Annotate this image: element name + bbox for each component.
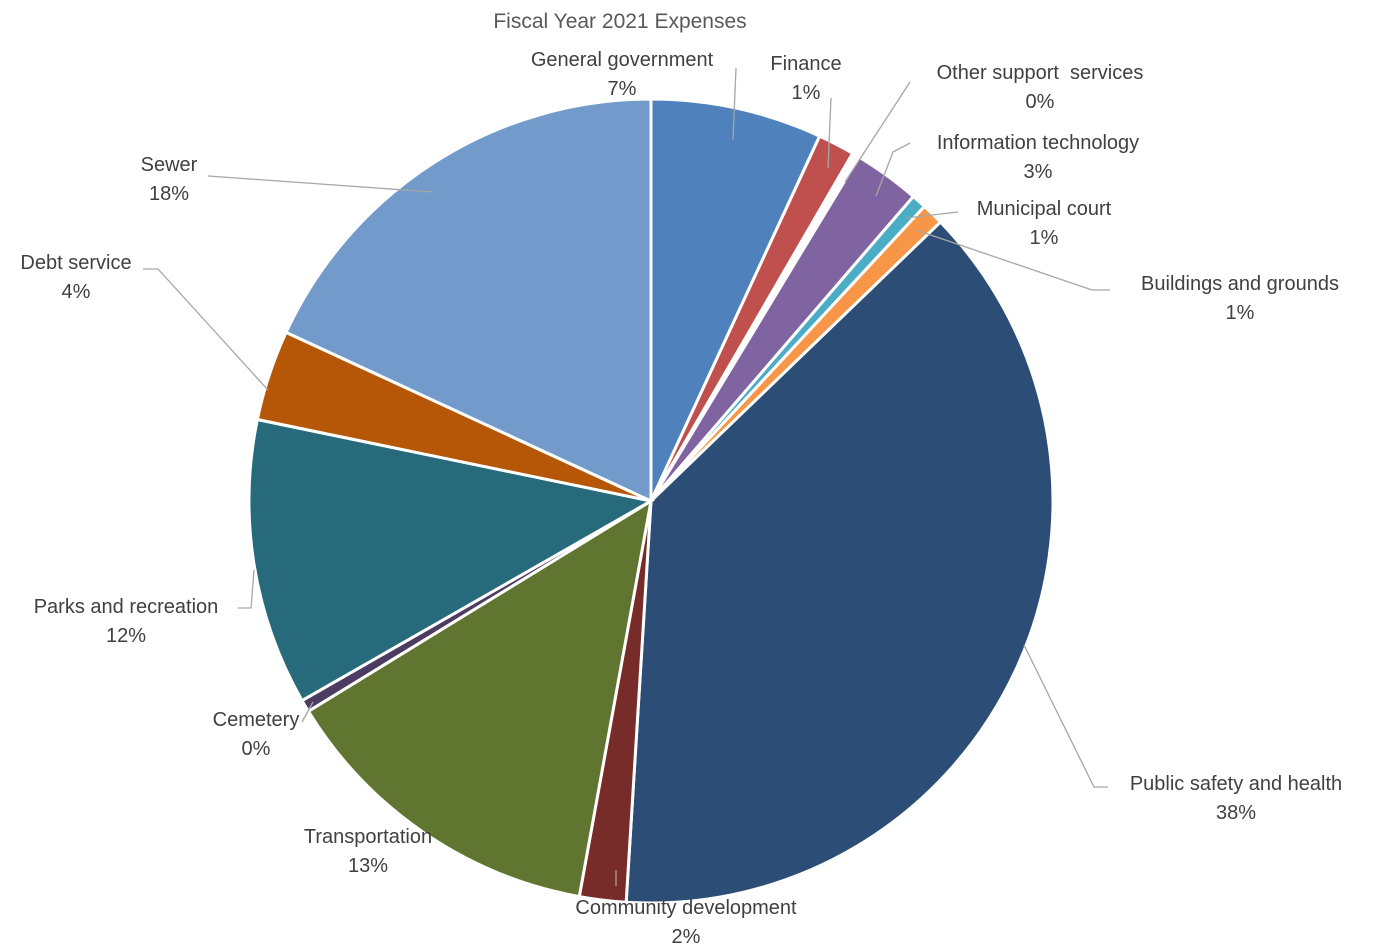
- labels-group: General government 7% Finance 1% Other suppo…: [20, 49, 1342, 945]
- leader-line-information-technology: [875, 142, 911, 197]
- pie-slice-sewer: [284, 97, 653, 504]
- slice-label-other-support-services: Other support services: [937, 62, 1144, 84]
- slice-percent-municipal-court: 1%: [1030, 227, 1059, 249]
- slice-label-buildings-and-grounds: Buildings and grounds: [1141, 273, 1339, 295]
- slices-group: [247, 97, 1055, 905]
- chart-title: Fiscal Year 2021 Expenses: [493, 10, 746, 33]
- leader-line-buildings-and-grounds: [915, 229, 1110, 291]
- slice-percent-parks-and-recreation: 12%: [106, 625, 146, 647]
- slice-percent-general-government: 7%: [608, 78, 637, 100]
- slice-percent-debt-service: 4%: [62, 281, 91, 303]
- slice-percent-information-technology: 3%: [1024, 161, 1053, 183]
- pie-slice-transportation: [306, 497, 654, 899]
- pie-slice-parks-and-recreation: [247, 417, 656, 703]
- slice-label-parks-and-recreation: Parks and recreation: [34, 596, 219, 618]
- slice-label-community-development: Community development: [575, 897, 797, 919]
- slice-label-finance: Finance: [770, 53, 841, 75]
- slice-percent-sewer: 18%: [149, 183, 189, 205]
- leader-line-other-support-services: [844, 81, 911, 183]
- leader-line-finance: [827, 97, 832, 169]
- slice-label-transportation: Transportation: [304, 826, 432, 848]
- slice-percent-buildings-and-grounds: 1%: [1226, 302, 1255, 324]
- slice-percent-transportation: 13%: [348, 855, 388, 877]
- slice-label-general-government: General government: [531, 49, 714, 71]
- slice-label-public-safety-and-health: Public safety and health: [1130, 773, 1342, 795]
- pie-slice-public-safety-and-health: [624, 219, 1055, 905]
- slice-percent-other-support-services: 0%: [1026, 91, 1055, 113]
- slice-label-municipal-court: Municipal court: [977, 198, 1112, 220]
- leader-line-general-government: [732, 67, 737, 141]
- leader-line-municipal-court: [905, 211, 959, 219]
- slice-label-cemetery: Cemetery: [213, 709, 300, 731]
- slice-percent-public-safety-and-health: 38%: [1216, 802, 1256, 824]
- pie-slice-general-government: [649, 97, 822, 502]
- leader-line-cemetery: [301, 701, 314, 723]
- slice-label-information-technology: Information technology: [937, 132, 1139, 154]
- slice-percent-cemetery: 0%: [242, 738, 271, 760]
- slice-percent-community-development: 2%: [672, 926, 701, 945]
- slice-percent-finance: 1%: [792, 82, 821, 104]
- leader-lines-group: [143, 67, 1110, 886]
- leader-line-public-safety-and-health: [1023, 644, 1108, 788]
- slice-label-sewer: Sewer: [141, 154, 198, 176]
- leader-line-sewer: [207, 175, 434, 193]
- leader-line-parks-and-recreation: [238, 569, 255, 609]
- leader-line-debt-service: [143, 268, 269, 391]
- slice-label-debt-service: Debt service: [20, 252, 131, 274]
